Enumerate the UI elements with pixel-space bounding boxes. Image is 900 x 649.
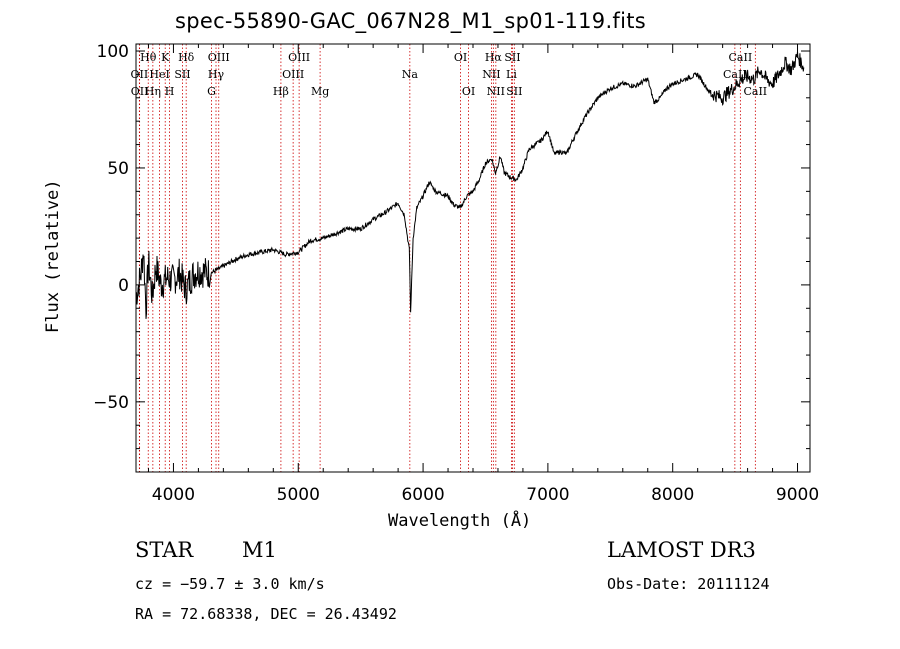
- x-tick-label-7000: 7000: [526, 485, 569, 505]
- line-marker-label-23: SII: [504, 51, 520, 64]
- y-tick-label-0: 0: [118, 276, 129, 296]
- line-marker-label-14: OIII: [288, 51, 310, 64]
- line-marker-label-16: Na: [402, 68, 419, 81]
- y-axis-label: Flux (relative): [43, 179, 63, 333]
- line-marker-label-11: OIII: [208, 51, 230, 64]
- line-marker-label-6: H: [165, 85, 175, 98]
- line-marker-label-22: Li: [506, 68, 517, 81]
- line-marker-label-7: SII: [174, 68, 190, 81]
- y-tick-label-100: 100: [97, 42, 129, 62]
- x-tick-label-4000: 4000: [152, 485, 195, 505]
- line-marker-label-0: Hθ: [140, 51, 157, 64]
- x-tick-label-8000: 8000: [651, 485, 694, 505]
- line-marker-label-10: Hγ: [208, 68, 225, 81]
- line-marker-label-5: K: [161, 51, 170, 64]
- line-marker-label-21: NII: [487, 85, 505, 98]
- line-marker-label-2: OII: [131, 85, 149, 98]
- line-marker-label-4: HeI: [149, 68, 169, 81]
- line-marker-label-26: CaII: [729, 51, 753, 64]
- survey-name: LAMOST DR3: [607, 538, 756, 562]
- object-subclass: M1: [242, 538, 277, 562]
- x-tick-label-9000: 9000: [776, 485, 819, 505]
- line-marker-label-24: SII: [506, 85, 522, 98]
- line-marker-label-17: OI: [454, 51, 467, 64]
- y-tick-label-50: 50: [107, 159, 129, 179]
- line-marker-label-9: G: [207, 85, 216, 98]
- axis-tick-group: [136, 44, 810, 473]
- sky-coordinates: RA = 72.68338, DEC = 26.43492: [135, 605, 397, 623]
- line-marker-label-group: HθOIIOIIHηHeIKHSIIHδGHγOIIIHβOIIIOIIIMgN…: [131, 51, 768, 98]
- y-tick-label--50: −50: [93, 393, 129, 413]
- line-marker-label-18: OI: [462, 85, 475, 98]
- line-marker-group: [138, 44, 756, 472]
- redshift-velocity: cz = −59.7 ± 3.0 km/s: [135, 575, 325, 593]
- line-marker-label-19: NII: [482, 68, 500, 81]
- axis-tick-label-group: 4000 5000 6000 7000 8000 9000 −50 0 50 100: [93, 42, 819, 505]
- line-marker-label-27: CaII: [743, 85, 767, 98]
- x-tick-label-5000: 5000: [277, 485, 320, 505]
- object-class: STAR: [135, 538, 194, 562]
- x-tick-label-6000: 6000: [401, 485, 444, 505]
- line-marker-label-15: Mg: [311, 85, 329, 98]
- line-marker-label-20: Hα: [485, 51, 503, 64]
- line-marker-label-12: Hβ: [273, 85, 289, 98]
- x-axis-label: Wavelength (Å): [388, 511, 532, 531]
- line-marker-label-3: Hη: [145, 85, 161, 98]
- line-marker-label-8: Hδ: [178, 51, 195, 64]
- observation-date: Obs-Date: 20111124: [607, 575, 770, 593]
- line-marker-label-25: CaII: [723, 68, 747, 81]
- chart-title: spec-55890-GAC_067N28_M1_sp01-119.fits: [175, 9, 647, 33]
- spectrum-line: [135, 51, 805, 319]
- line-marker-label-13: OIII: [282, 68, 304, 81]
